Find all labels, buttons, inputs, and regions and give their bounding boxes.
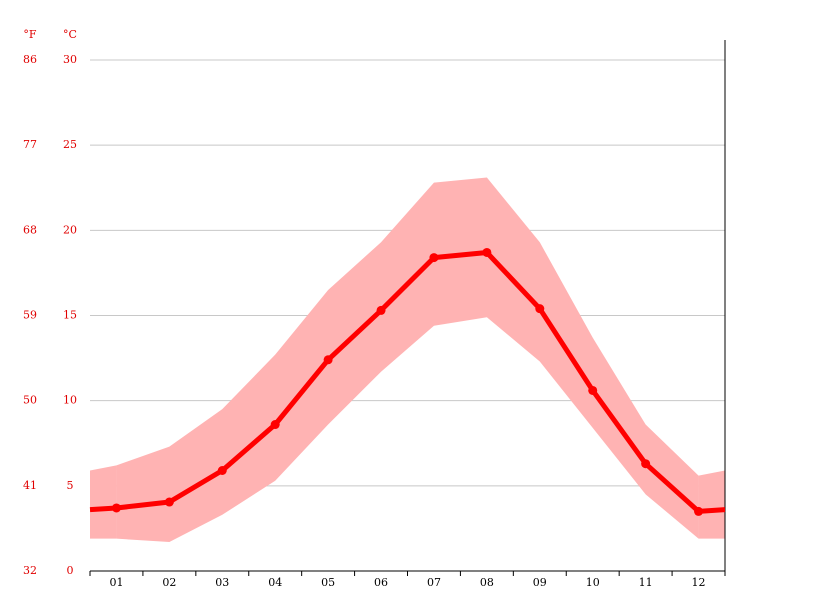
temp-range-edge bbox=[90, 465, 117, 539]
y-tick-label: 30 bbox=[63, 53, 77, 66]
x-tick-label: 07 bbox=[427, 576, 441, 589]
x-tick-label: 01 bbox=[109, 576, 123, 589]
mean-point bbox=[323, 355, 333, 365]
f-unit: °F bbox=[23, 28, 37, 41]
c-unit: °C bbox=[63, 28, 77, 41]
y-tick-label: 0 bbox=[67, 564, 74, 577]
y-tick-label: 5 bbox=[67, 479, 74, 492]
f-tick-label: 59 bbox=[23, 309, 37, 322]
x-tick-label: 10 bbox=[586, 576, 600, 589]
mean-point bbox=[164, 497, 174, 507]
x-tick-label: 03 bbox=[215, 576, 229, 589]
f-tick-label: 86 bbox=[23, 53, 37, 66]
y-tick-label: 25 bbox=[63, 138, 77, 151]
mean-point bbox=[535, 304, 545, 314]
f-tick-label: 50 bbox=[23, 394, 37, 407]
mean-point bbox=[376, 305, 386, 315]
mean-point bbox=[429, 253, 439, 263]
y-tick-label: 10 bbox=[63, 394, 77, 407]
temp-range bbox=[116, 177, 699, 543]
f-tick-label: 41 bbox=[23, 479, 37, 492]
mean-point bbox=[694, 506, 704, 516]
f-tick-label: 77 bbox=[23, 138, 37, 151]
f-tick-label: 32 bbox=[23, 564, 37, 577]
x-tick-label: 09 bbox=[533, 576, 547, 589]
temp-range-edge bbox=[698, 470, 725, 539]
y-tick-label: 20 bbox=[63, 223, 77, 236]
f-tick-label: 68 bbox=[23, 223, 37, 236]
mean-point bbox=[588, 385, 598, 395]
mean-point bbox=[111, 503, 121, 513]
mean-point bbox=[217, 466, 227, 476]
x-tick-label: 12 bbox=[692, 576, 706, 589]
mean-point bbox=[482, 247, 492, 257]
x-tick-label: 06 bbox=[374, 576, 388, 589]
mean-point bbox=[641, 459, 651, 469]
y-tick-label: 15 bbox=[63, 309, 77, 322]
x-tick-label: 04 bbox=[268, 576, 282, 589]
x-tick-label: 08 bbox=[480, 576, 494, 589]
x-tick-label: 11 bbox=[639, 576, 653, 589]
x-tick-label: 02 bbox=[162, 576, 176, 589]
mean-point bbox=[270, 420, 280, 430]
mean-line bbox=[116, 249, 701, 514]
x-tick-label: 05 bbox=[321, 576, 335, 589]
